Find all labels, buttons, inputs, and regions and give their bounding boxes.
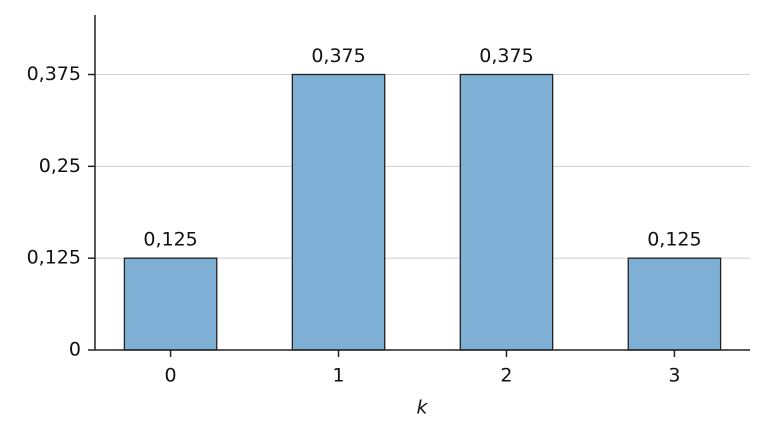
- bar: [459, 73, 554, 351]
- y-tick-label: 0,25: [39, 155, 81, 177]
- value-label: 0,125: [647, 229, 701, 251]
- y-tick-label: 0,375: [27, 63, 81, 85]
- bar: [291, 73, 386, 351]
- bar: [123, 257, 218, 351]
- x-tick-label: 0: [165, 365, 177, 387]
- y-tick-label: 0: [69, 339, 81, 361]
- bar: [627, 257, 722, 351]
- x-tick-label: 3: [668, 365, 680, 387]
- value-label: 0,375: [311, 45, 365, 67]
- x-tick-label: 1: [332, 365, 344, 387]
- x-tick-label: 2: [500, 365, 512, 387]
- y-tick-label: 0,125: [27, 247, 81, 269]
- value-label: 0,375: [479, 45, 533, 67]
- x-axis-label: k: [416, 397, 428, 419]
- value-label: 0,125: [143, 229, 197, 251]
